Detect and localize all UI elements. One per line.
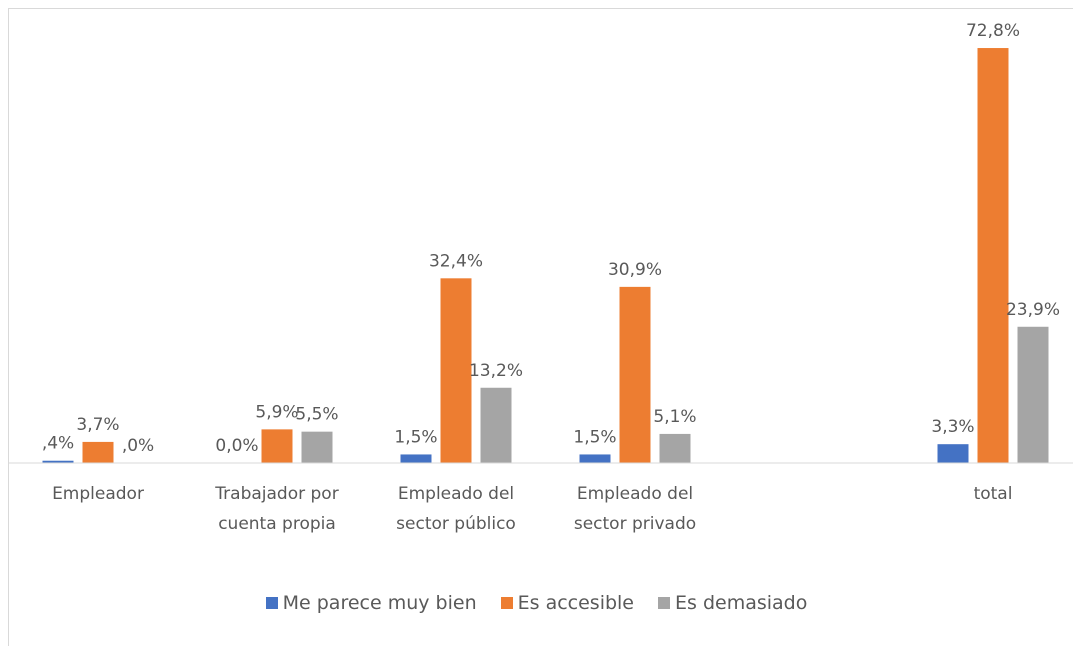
data-label: 1,5% — [394, 427, 437, 447]
data-label: 1,5% — [573, 427, 616, 447]
bar — [261, 429, 293, 463]
data-label: 13,2% — [469, 361, 523, 381]
legend-label: Es accesible — [517, 592, 634, 614]
bar — [82, 441, 114, 463]
x-tick-label: Trabajador por cuenta propia — [215, 484, 339, 534]
bar — [1017, 326, 1049, 463]
legend-item: Es demasiado — [658, 592, 807, 614]
data-label: 3,3% — [931, 417, 974, 437]
bar — [440, 278, 472, 463]
bar — [400, 454, 432, 463]
legend-label: Es demasiado — [675, 592, 808, 614]
chart-border — [8, 8, 1073, 646]
bar — [42, 460, 74, 463]
data-label: 5,9% — [255, 402, 298, 422]
data-label: 3,7% — [76, 415, 119, 435]
data-label: 72,8% — [966, 21, 1020, 41]
data-label: 0,0% — [215, 436, 258, 456]
x-tick-label: total — [973, 484, 1013, 504]
bar — [619, 286, 651, 463]
data-label: 5,5% — [295, 405, 338, 425]
legend-item: Es accesible — [500, 592, 634, 614]
bar — [977, 48, 1009, 463]
legend: Me parece muy bien Es accesible Es demasia… — [0, 592, 1073, 614]
legend-swatch — [265, 597, 278, 609]
bar — [659, 433, 691, 463]
legend-swatch — [658, 597, 670, 609]
legend-swatch — [500, 597, 513, 609]
data-label: ,4% — [42, 434, 74, 454]
bar — [301, 431, 333, 463]
data-label: 5,1% — [653, 407, 696, 427]
bar — [579, 454, 611, 463]
x-tick-label: Empleado del sector público — [396, 484, 516, 534]
data-label: ,0% — [122, 436, 154, 456]
data-label: 30,9% — [608, 260, 662, 280]
data-label: 23,9% — [1006, 300, 1060, 320]
data-label: 32,4% — [429, 251, 483, 271]
x-tick-label: Empleado del sector privado — [573, 484, 697, 534]
bar — [480, 387, 512, 463]
x-tick-label: Empleador — [52, 484, 144, 504]
bar — [937, 444, 969, 463]
legend-item: Me parece muy bien — [265, 592, 477, 614]
legend-label: Me parece muy bien — [282, 592, 477, 614]
